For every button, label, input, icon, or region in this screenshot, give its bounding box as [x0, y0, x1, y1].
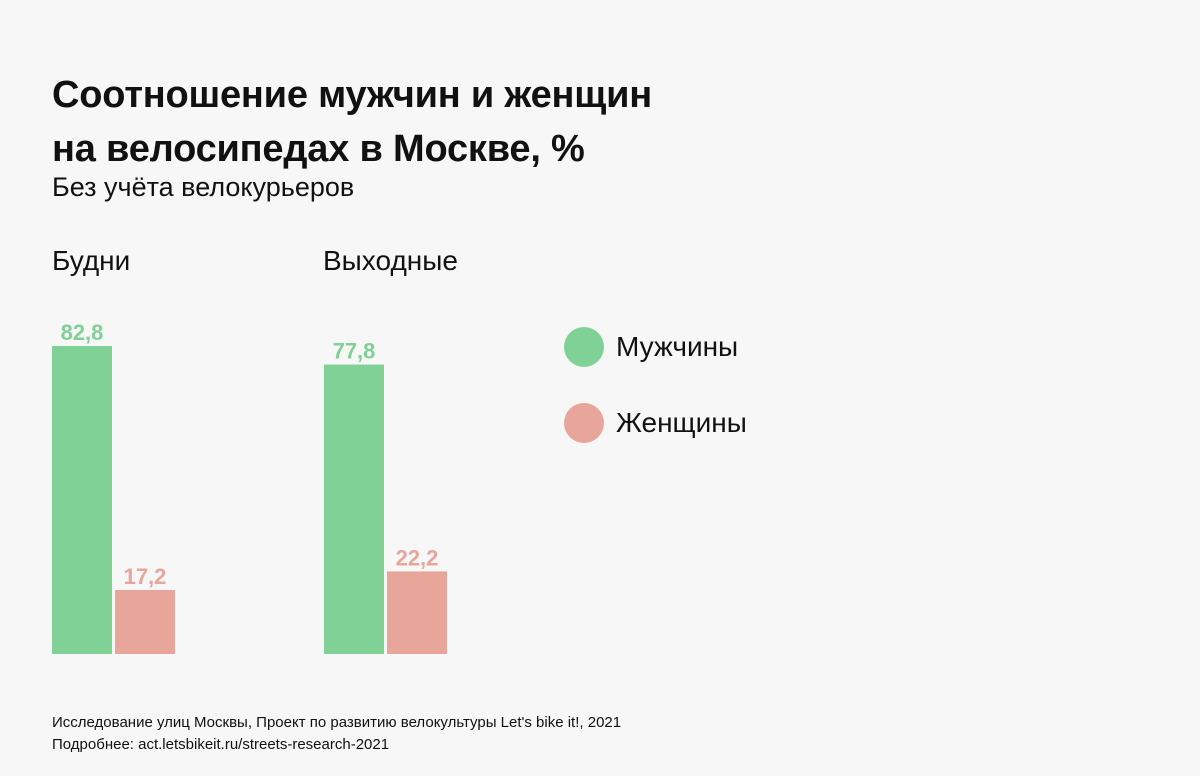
- data-label-women-weekend: 22,2: [396, 545, 439, 570]
- chart-subtitle: Без учёта велокурьеров: [52, 172, 355, 202]
- chart-title-line-2: на велосипедах в Москве, %: [52, 128, 585, 170]
- legend: Мужчины Женщины: [564, 326, 747, 478]
- data-label-men-weekend: 77,8: [333, 339, 376, 364]
- chart-title: Соотношение мужчин и женщин на велосипед…: [52, 68, 812, 176]
- legend-item-women: Женщины: [564, 402, 747, 444]
- bar-men-weekdays: [52, 345, 112, 654]
- category-label-weekend: Выходные: [323, 245, 458, 276]
- footer: Исследование улиц Москвы, Проект по разв…: [52, 712, 621, 756]
- bar-men-weekend: [324, 364, 384, 654]
- chart-title-line-1: Соотношение мужчин и женщин: [52, 74, 653, 116]
- bar-women-weekend: [387, 571, 447, 654]
- footer-link: Подробнее: act.letsbikeit.ru/streets-res…: [52, 736, 390, 753]
- legend-swatch-women: [564, 403, 604, 443]
- legend-label-women: Женщины: [616, 407, 747, 438]
- footer-source: Исследование улиц Москвы, Проект по разв…: [52, 714, 622, 731]
- legend-label-men: Мужчины: [616, 331, 739, 362]
- category-label-weekdays: Будни: [52, 245, 131, 276]
- legend-swatch-men: [564, 327, 604, 367]
- legend-item-men: Мужчины: [564, 326, 747, 368]
- data-label-men-weekdays: 82,8: [61, 320, 104, 345]
- data-label-women-weekdays: 17,2: [124, 564, 167, 589]
- bar-women-weekdays: [115, 590, 175, 654]
